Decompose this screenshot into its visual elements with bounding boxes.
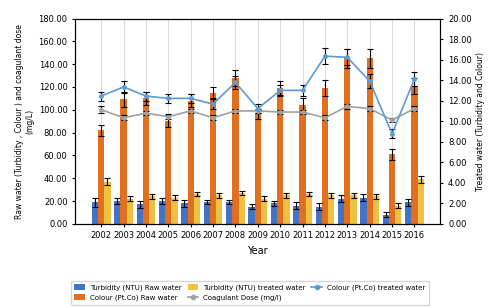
X-axis label: Year: Year <box>248 246 268 256</box>
Bar <box>98 130 104 224</box>
Bar <box>114 201 120 224</box>
Bar <box>182 203 188 224</box>
Bar <box>344 59 350 224</box>
Bar <box>277 88 283 224</box>
Bar <box>405 202 411 224</box>
Bar <box>382 215 389 224</box>
Y-axis label: Treated water (Turbidity and Colour): Treated water (Turbidity and Colour) <box>476 52 485 191</box>
Bar <box>261 199 267 224</box>
Bar <box>300 105 306 224</box>
Bar <box>328 195 334 224</box>
Bar <box>92 202 98 224</box>
Bar <box>204 202 210 224</box>
Bar <box>104 182 110 224</box>
Bar <box>373 197 379 224</box>
Bar <box>165 121 172 224</box>
Bar <box>188 101 194 224</box>
Bar <box>389 154 395 224</box>
Bar <box>360 198 366 224</box>
Bar <box>322 88 328 224</box>
Bar <box>248 207 254 224</box>
Bar <box>254 114 261 224</box>
Bar <box>338 199 344 224</box>
Bar <box>316 207 322 224</box>
Bar <box>284 195 290 224</box>
Bar <box>149 197 156 224</box>
Bar <box>350 195 356 224</box>
Bar <box>418 179 424 224</box>
Bar <box>366 59 373 224</box>
Bar <box>120 99 126 224</box>
Bar <box>412 86 418 224</box>
Bar <box>216 195 222 224</box>
Bar <box>172 198 177 224</box>
Bar <box>271 203 277 224</box>
Bar <box>395 206 402 224</box>
Bar <box>293 206 300 224</box>
Bar <box>226 202 232 224</box>
Bar <box>143 98 149 224</box>
Bar <box>306 194 312 224</box>
Y-axis label: Raw water (Turbidity , Colour ) and coagulant dose
(mg/L): Raw water (Turbidity , Colour ) and coag… <box>15 24 34 219</box>
Bar <box>159 201 165 224</box>
Bar <box>194 194 200 224</box>
Bar <box>210 93 216 224</box>
Bar <box>238 193 245 224</box>
Bar <box>136 205 143 224</box>
Bar <box>126 199 133 224</box>
Legend: Turbidity (NTU) Raw water, Colour (Pt.Co) Raw water, Turbidity (NTU) treated wat: Turbidity (NTU) Raw water, Colour (Pt.Co… <box>71 281 429 305</box>
Bar <box>232 78 238 224</box>
